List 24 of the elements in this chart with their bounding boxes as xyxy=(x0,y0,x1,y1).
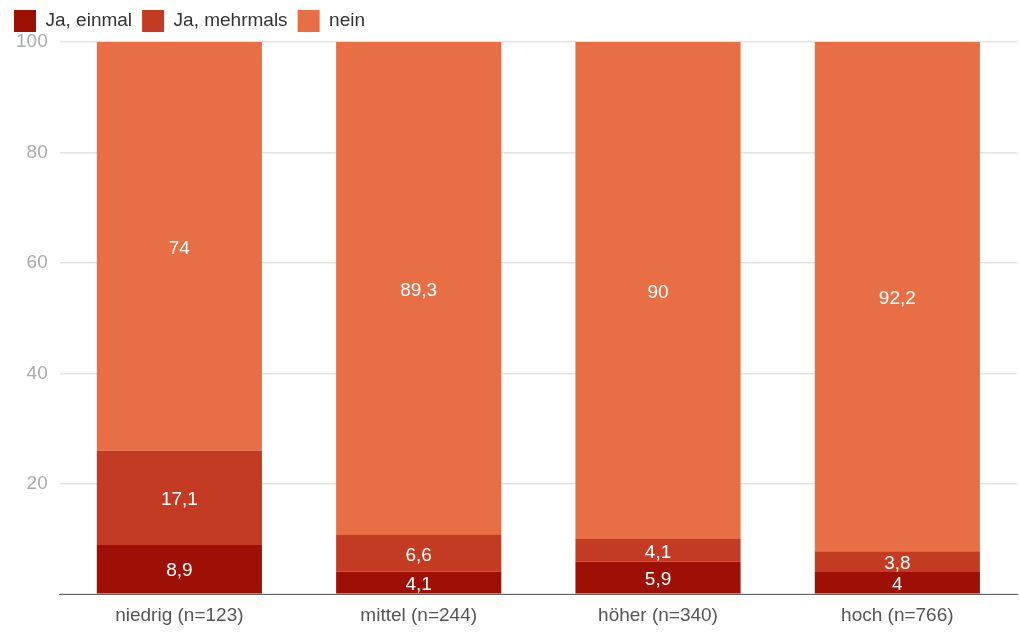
legend-label: Ja, mehrmals xyxy=(173,9,288,31)
x-tick-label: hoch (n=766) xyxy=(841,603,954,625)
data-label: 17,1 xyxy=(160,488,198,510)
data-label: 4,1 xyxy=(644,540,672,562)
y-tick-label: 100 xyxy=(16,30,48,52)
legend-label: Ja, einmal xyxy=(45,9,133,31)
data-label: 4 xyxy=(892,573,904,595)
data-label: 8,9 xyxy=(166,559,193,581)
data-label: 89,3 xyxy=(400,278,438,300)
data-label: 5,9 xyxy=(644,567,672,589)
data-label: 4,1 xyxy=(405,572,432,594)
data-label: 92,2 xyxy=(878,286,916,308)
x-tick-label: höher (n=340) xyxy=(598,603,718,625)
x-tick-label: niedrig (n=123) xyxy=(115,603,244,625)
y-tick-label: 20 xyxy=(26,471,48,493)
y-tick-label: 60 xyxy=(26,251,48,273)
legend-label: nein xyxy=(329,9,366,31)
data-label: 3,8 xyxy=(884,551,911,573)
data-label: 74 xyxy=(168,236,191,258)
data-label: 6,6 xyxy=(405,543,432,565)
y-tick-label: 40 xyxy=(26,361,48,383)
data-label: 90 xyxy=(647,280,669,302)
y-tick-label: 80 xyxy=(26,140,48,162)
x-tick-label: mittel (n=244) xyxy=(360,603,478,625)
